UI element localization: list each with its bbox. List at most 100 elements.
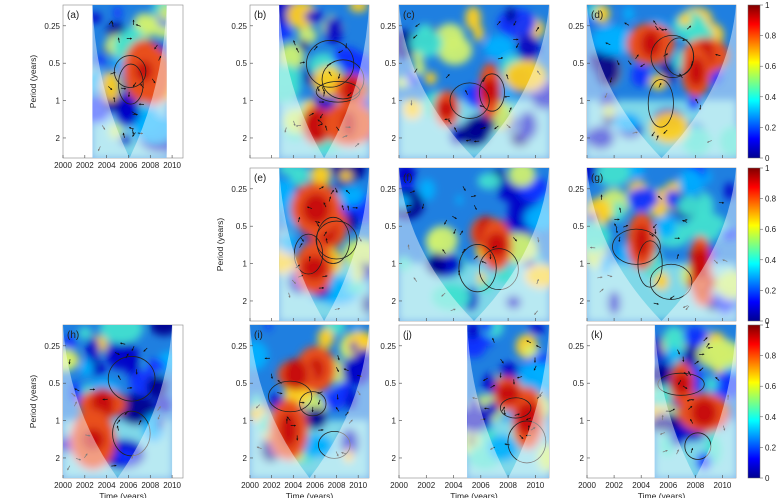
phase-arrow	[465, 89, 468, 95]
phase-arrow	[503, 409, 506, 415]
cone-of-influence	[587, 5, 736, 158]
phase-arrow	[317, 119, 323, 124]
phase-arrow	[288, 292, 291, 298]
phase-arrow	[690, 61, 693, 67]
phase-arrow	[663, 53, 669, 57]
phase-arrow	[453, 228, 456, 235]
phase-arrow	[317, 391, 323, 394]
phase-arrow	[323, 91, 326, 97]
phase-arrow	[143, 347, 148, 352]
phase-arrow	[335, 407, 340, 412]
significance-contour	[449, 82, 490, 119]
phase-arrow	[535, 345, 541, 349]
x-tick-label: 2008	[141, 161, 159, 170]
phase-arrow	[472, 397, 478, 400]
phase-arrow	[101, 125, 106, 130]
x-tick-label: 2004	[445, 481, 463, 490]
x-tick-label: 2000	[241, 481, 259, 490]
phase-arrow	[357, 390, 361, 396]
phase-arrow	[706, 140, 712, 143]
significance-contour	[649, 263, 693, 300]
y-tick-label: 1	[243, 260, 248, 269]
phase-arrow	[299, 243, 303, 248]
phase-arrow	[651, 131, 655, 137]
phase-arrow	[336, 367, 339, 372]
phase-arrow	[125, 353, 129, 359]
phase-arrow	[116, 425, 119, 431]
phase-arrow	[442, 249, 446, 254]
phase-arrow	[335, 187, 338, 193]
significance-contour	[299, 391, 327, 417]
phase-arrow	[300, 237, 304, 242]
phase-arrow	[494, 125, 499, 130]
significance-contour	[647, 79, 674, 128]
colorbar-tick-label: 0.2	[765, 443, 777, 452]
phase-arrow	[318, 186, 324, 190]
phase-arrow	[325, 125, 328, 131]
panel-j	[398, 324, 550, 479]
phase-arrow	[291, 279, 296, 284]
phase-arrow	[677, 349, 680, 355]
phase-arrow	[656, 135, 659, 141]
x-tick-label: 2008	[328, 481, 346, 490]
colorbar-tick-label: 0.2	[765, 286, 777, 295]
y-tick-label: 1	[580, 417, 585, 426]
phase-arrow	[695, 98, 699, 104]
phase-arrow	[132, 82, 137, 87]
phase-arrow	[623, 224, 629, 228]
phase-arrow	[519, 434, 524, 440]
phase-arrow	[690, 447, 694, 454]
significance-contour	[507, 420, 547, 464]
significance-contour	[321, 59, 365, 100]
phase-arrow	[345, 411, 350, 416]
phase-arrow	[117, 375, 121, 380]
phase-arrow	[330, 189, 334, 195]
y-tick-label: 2	[580, 297, 585, 306]
phase-arrow	[484, 407, 490, 410]
phase-arrow	[319, 113, 323, 119]
phase-arrow	[277, 379, 282, 384]
significance-contour	[637, 240, 663, 288]
phase-arrow	[688, 405, 693, 410]
cone-of-influence	[279, 168, 369, 321]
phase-arrow	[85, 434, 91, 437]
x-tick-label: 2002	[76, 481, 94, 490]
phase-arrow	[473, 204, 477, 210]
y-tick-label: 2	[392, 297, 397, 306]
panel-label: (g)	[591, 173, 603, 184]
significance-contour	[458, 244, 497, 293]
phase-arrow	[527, 425, 530, 431]
y-tick-label: 1	[243, 97, 248, 106]
phase-arrow	[309, 112, 314, 116]
colorbar-tick-label: 0.4	[765, 93, 777, 102]
x-tick-label: 2002	[263, 481, 281, 490]
phase-arrow	[599, 288, 604, 293]
phase-arrow	[421, 203, 425, 209]
phase-arrow	[500, 358, 504, 364]
phase-arrow	[111, 21, 114, 27]
colorbar: 0 0.2 0.4 0.6 0.8 1	[747, 164, 777, 326]
phase-arrow	[140, 83, 144, 89]
phase-arrow	[537, 237, 540, 243]
phase-arrow	[68, 359, 71, 365]
phase-arrow	[659, 27, 664, 31]
x-axis-label: Time (years)	[638, 491, 686, 498]
cone-of-influence	[587, 168, 736, 321]
y-tick-label: 1	[580, 260, 585, 269]
cone-of-influence	[399, 5, 549, 158]
phase-arrow	[410, 190, 416, 194]
phase-arrow	[415, 23, 420, 27]
phase-arrow	[690, 418, 694, 424]
phase-arrow	[659, 432, 666, 435]
phase-arrow	[296, 47, 299, 53]
panel-label: (b)	[254, 10, 266, 21]
phase-arrow	[480, 418, 486, 421]
phase-arrow	[270, 373, 273, 379]
phase-arrow	[445, 74, 450, 79]
phase-arrow	[614, 223, 618, 229]
panel-label: (e)	[254, 173, 266, 184]
phase-arrow	[316, 221, 320, 227]
phase-arrow	[314, 220, 321, 224]
phase-arrow	[480, 126, 486, 130]
x-tick-label: 2006	[659, 481, 677, 490]
